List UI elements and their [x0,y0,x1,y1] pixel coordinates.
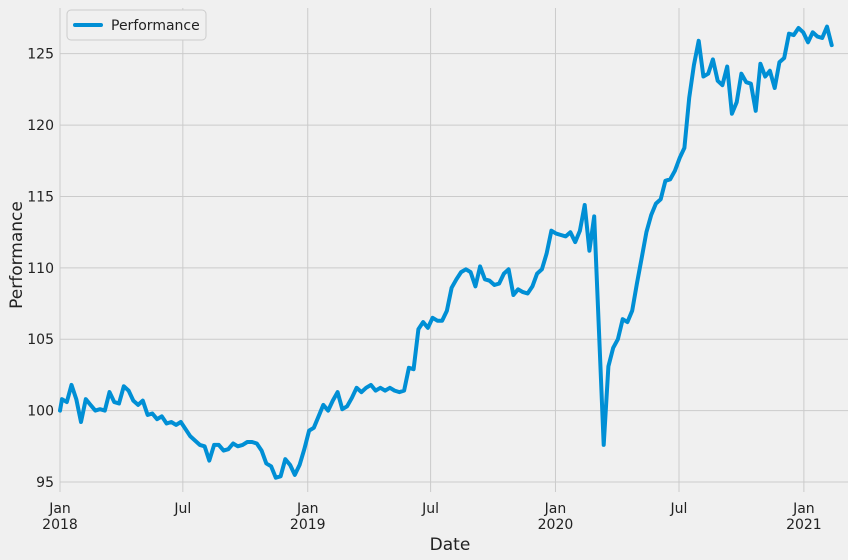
x-axis-label: Date [430,535,471,555]
legend: Performance [66,9,207,41]
x-tick-label: Jul [421,501,439,517]
x-tick-year-label: 2020 [538,517,574,533]
grid [59,8,848,492]
x-tick-label: Jul [173,501,191,517]
y-tick-label: 125 [27,47,54,63]
x-tick-year-label: 2019 [290,517,326,533]
y-tick-label: 110 [27,261,54,277]
y-tick-label: 95 [36,475,54,491]
x-tick-label: Jan [48,501,71,517]
x-tick-label: Jan [544,501,567,517]
y-tick-label: 105 [27,332,54,348]
y-axis-label: Performance [7,201,27,309]
x-tick-year-label: 2021 [786,517,822,533]
series-line-performance [58,24,834,480]
x-tick-year-label: 2018 [42,517,78,533]
legend-box [66,9,207,41]
legend-label: Performance [111,18,200,34]
y-tick-label: 100 [27,404,54,420]
x-tick-label: Jan [792,501,815,517]
x-tick-label: Jan [296,501,319,517]
series-layer [58,24,834,480]
y-tick-label: 120 [27,118,54,134]
y-tick-label: 115 [27,189,54,205]
x-tick-label: Jul [670,501,688,517]
